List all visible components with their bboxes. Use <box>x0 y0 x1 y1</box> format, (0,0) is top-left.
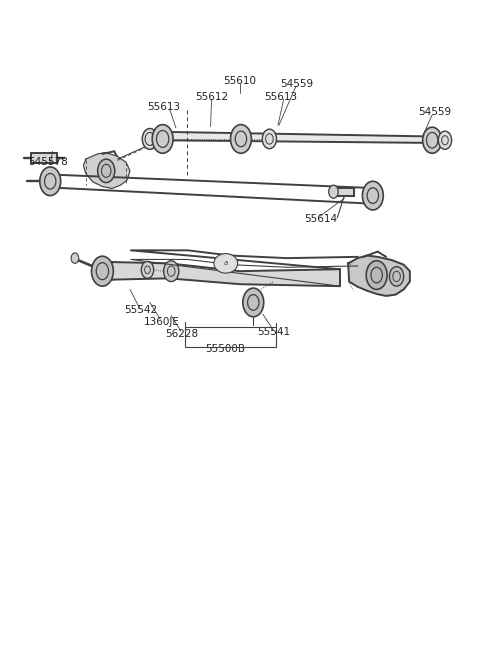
Text: 55541: 55541 <box>258 327 291 338</box>
Circle shape <box>389 267 404 286</box>
Circle shape <box>142 129 157 149</box>
Polygon shape <box>157 132 425 143</box>
Text: 55614: 55614 <box>304 214 337 224</box>
Circle shape <box>92 256 113 286</box>
Bar <box>185 327 276 347</box>
Text: 54559: 54559 <box>418 107 451 117</box>
Circle shape <box>152 125 173 153</box>
Text: 54559: 54559 <box>280 79 313 89</box>
Circle shape <box>230 125 252 153</box>
Ellipse shape <box>214 254 238 273</box>
Circle shape <box>141 261 154 279</box>
Circle shape <box>423 127 442 153</box>
Text: 55610: 55610 <box>224 76 256 86</box>
Circle shape <box>40 167 60 196</box>
Text: 56228: 56228 <box>166 328 199 339</box>
Text: 55613: 55613 <box>147 102 180 112</box>
Polygon shape <box>112 262 340 286</box>
Circle shape <box>438 131 452 149</box>
Circle shape <box>366 261 387 290</box>
Circle shape <box>97 159 115 183</box>
Circle shape <box>329 185 338 198</box>
Text: 1360JE: 1360JE <box>144 317 180 327</box>
Circle shape <box>243 288 264 317</box>
Polygon shape <box>84 152 130 189</box>
Polygon shape <box>31 152 57 163</box>
Circle shape <box>164 261 179 282</box>
Circle shape <box>71 253 79 263</box>
Text: 55500B: 55500B <box>205 344 245 354</box>
Text: 545578: 545578 <box>28 157 68 167</box>
Circle shape <box>362 181 384 210</box>
Circle shape <box>262 129 276 148</box>
Text: 55612: 55612 <box>195 91 228 102</box>
Polygon shape <box>334 188 354 196</box>
Text: 55613: 55613 <box>264 91 297 102</box>
Text: a: a <box>224 260 228 266</box>
Polygon shape <box>348 256 410 296</box>
Text: 55542: 55542 <box>124 306 157 315</box>
